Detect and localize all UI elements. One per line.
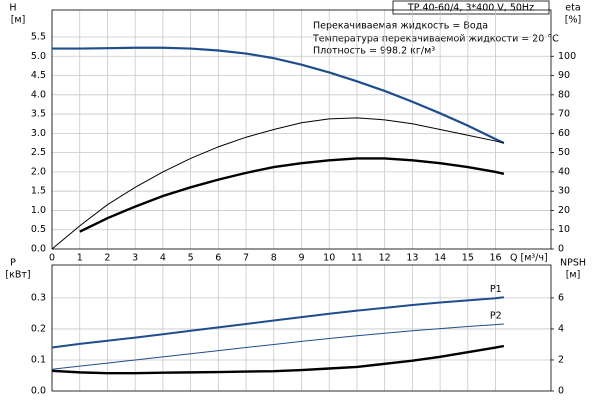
y-tick-label: 4.0 xyxy=(31,89,46,100)
curve xyxy=(51,344,505,375)
x-tick-label: 3 xyxy=(132,253,138,264)
curve-label: P2 xyxy=(490,310,502,321)
x-tick-label: 0 xyxy=(49,253,55,264)
y-tick-label: 3.0 xyxy=(31,128,46,139)
y-tick-label: 5.5 xyxy=(31,31,46,42)
y-tick-label: 1.0 xyxy=(31,205,46,216)
y2-tick-label: 90 xyxy=(558,70,570,81)
title-box xyxy=(392,0,550,15)
x-tick-label: 13 xyxy=(406,253,418,264)
x-tick-label: 14 xyxy=(434,253,446,264)
y-tick-label: 1.5 xyxy=(31,186,46,197)
x-tick-label: 6 xyxy=(215,253,221,264)
x-tick-label: 10 xyxy=(323,253,335,264)
x-tick-label: 15 xyxy=(462,253,474,264)
y2-tick-label: 100 xyxy=(558,51,576,62)
curve-label: P1 xyxy=(490,284,502,295)
x-tick-label: 12 xyxy=(379,253,391,264)
x-tick-label: 8 xyxy=(271,253,277,264)
x-tick-label: 9 xyxy=(298,253,304,264)
y2-tick-label: 0 xyxy=(558,386,564,397)
annotation: Перекачиваемая жидкость = Вода xyxy=(313,21,488,32)
x-tick-label: 5 xyxy=(188,253,194,264)
y-tick-label: 2.0 xyxy=(31,166,46,177)
y2-tick-label: 4 xyxy=(558,323,564,334)
x-tick-label: 7 xyxy=(243,253,249,264)
annotation: Плотность = 998.2 кг/м³ xyxy=(313,46,435,57)
curve xyxy=(51,296,504,349)
y2-tick-label: 2 xyxy=(558,354,564,365)
x-tick-label: 4 xyxy=(160,253,166,264)
y-tick-label: 0.0 xyxy=(31,244,46,255)
x-tick-label: 11 xyxy=(351,253,363,264)
y2-axis-unit: [%] xyxy=(565,15,581,26)
y-tick-label: 2.5 xyxy=(31,147,46,158)
y2-tick-label: 80 xyxy=(558,89,570,100)
y-axis-unit: [кВт] xyxy=(5,270,30,281)
y2-tick-label: 30 xyxy=(558,186,570,197)
chart-title: TP 40-60/4, 3*400 V, 50Hz xyxy=(407,3,534,14)
y-tick-label: 5.0 xyxy=(31,51,46,62)
y-tick-label: 0.2 xyxy=(31,323,46,334)
x-tick-label: 2 xyxy=(104,253,110,264)
y-tick-label: 3.5 xyxy=(31,109,46,120)
y-axis-label: P xyxy=(10,258,16,269)
plot-frame xyxy=(51,9,552,250)
curve xyxy=(51,117,504,250)
curve xyxy=(51,323,504,370)
y2-tick-label: 50 xyxy=(558,147,570,158)
y2-tick-label: 0 xyxy=(558,244,564,255)
y2-tick-label: 60 xyxy=(558,128,570,139)
x-tick-label: 1 xyxy=(77,253,83,264)
y2-axis-label: NPSH xyxy=(560,258,586,269)
x-axis-label: Q [м³/ч] xyxy=(510,253,548,264)
y2-axis-unit: [м] xyxy=(566,270,581,281)
curve xyxy=(79,157,505,233)
y-axis-label: H xyxy=(9,3,16,14)
y-tick-label: 0.1 xyxy=(31,354,46,365)
plot-frame xyxy=(51,264,552,392)
y2-tick-label: 10 xyxy=(558,224,570,235)
y-axis-unit: [м] xyxy=(11,15,26,26)
y-tick-label: 0.5 xyxy=(31,224,46,235)
curve xyxy=(52,46,505,144)
y-tick-label: 0.0 xyxy=(31,386,46,397)
annotation: Температура перекачиваемой жидкости = 20… xyxy=(312,34,559,45)
x-tick-label: 16 xyxy=(490,253,502,264)
y-tick-label: 0.3 xyxy=(31,292,46,303)
y2-axis-label: eta xyxy=(565,3,580,14)
y2-tick-label: 20 xyxy=(558,205,570,216)
y2-tick-label: 70 xyxy=(558,109,570,120)
y2-tick-label: 40 xyxy=(558,166,570,177)
y-tick-label: 4.5 xyxy=(31,70,46,81)
y2-tick-label: 6 xyxy=(558,292,564,303)
